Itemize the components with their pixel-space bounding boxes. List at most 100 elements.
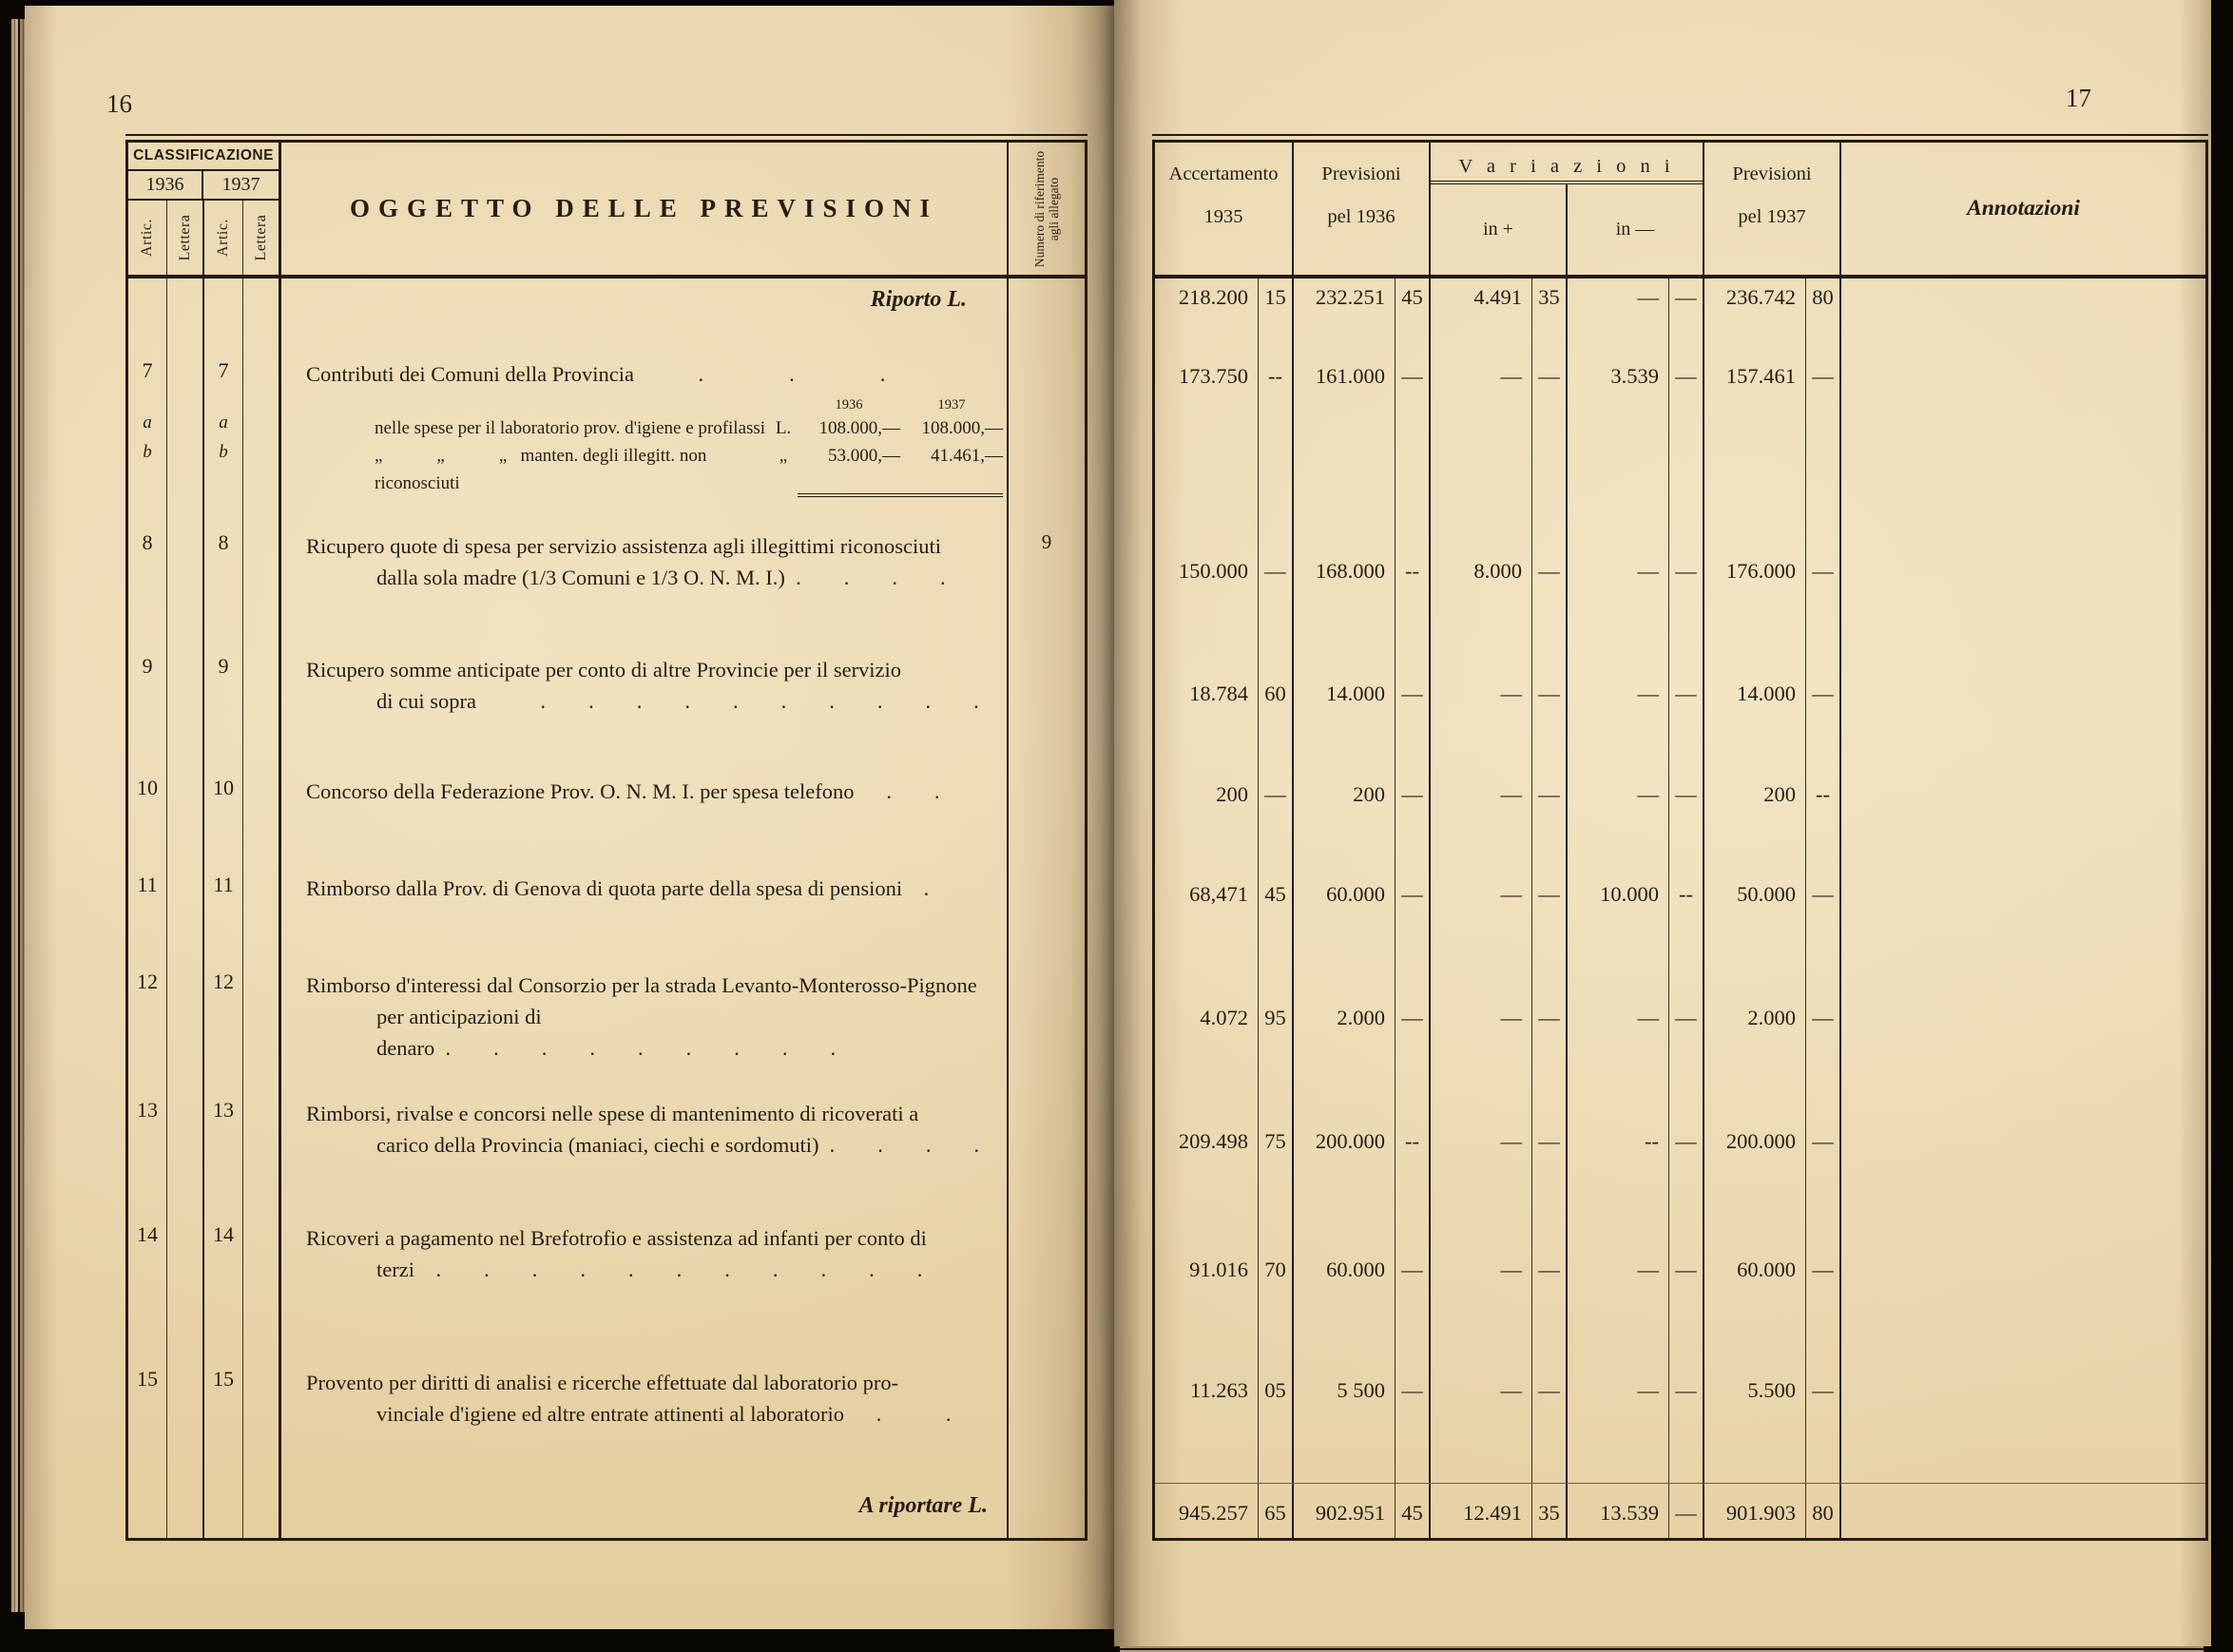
object-text-line2: carico della Provincia (maniaci, ciechi … <box>376 1133 980 1157</box>
numero-riferimento-cell <box>1007 1079 1085 1215</box>
value-previsioni-1936-cents: 45 <box>1395 279 1429 333</box>
ledger-row-left: 11 11 Rimborso dalla Prov. di Genova di … <box>128 854 1085 951</box>
value-variazioni-in-plus: — <box>1429 768 1531 854</box>
artic-1937-cell: 13 <box>202 1079 242 1215</box>
value-variazioni-in-plus: — <box>1429 646 1531 768</box>
artic-1936-cell <box>128 1483 166 1538</box>
value-variazioni-in-plus: 12.491 <box>1429 1484 1531 1538</box>
object-text-line2: terzi . . . . . . . . . . . <box>376 1258 923 1281</box>
value-variazioni-in-minus-cents: -- <box>1668 854 1703 951</box>
value-previsioni-1937-cents: — <box>1805 854 1839 951</box>
ledger-row-right: 218.200 15 232.251 45 4.491 35 — — 236.7… <box>1155 279 2205 333</box>
value-variazioni-in-minus-cents: — <box>1668 279 1703 333</box>
sub-detail-years: 1936 1937 <box>835 397 966 413</box>
value-accertamento-1935-cents: 45 <box>1258 854 1292 951</box>
numero-riferimento-cell <box>1007 646 1085 768</box>
value-previsioni-1937-cents: -- <box>1805 768 1839 854</box>
value-variazioni-in-minus: — <box>1566 518 1668 646</box>
value-previsioni-1936: 161.000 <box>1292 333 1395 518</box>
value-variazioni-in-minus: -- <box>1566 1079 1668 1215</box>
lettera-1936-cell <box>166 1079 202 1215</box>
numero-riferimento-cell <box>1007 279 1085 333</box>
value-variazioni-in-minus: 3.539 <box>1566 333 1668 518</box>
page-number-left: 16 <box>106 89 132 118</box>
value-variazioni-in-minus-cents: — <box>1668 951 1703 1079</box>
value-variazioni-in-minus: — <box>1566 1348 1668 1483</box>
value-accertamento-1935-cents: 65 <box>1258 1484 1292 1538</box>
object-text-line1: Rimborso dalla Prov. di Genova di quota … <box>306 876 930 900</box>
value-accertamento-1935-cents: 75 <box>1258 1079 1292 1215</box>
value-accertamento-1935-cents: 95 <box>1258 951 1292 1079</box>
value-variazioni-in-plus: 4.491 <box>1429 279 1531 333</box>
lettera-1936-cell <box>166 768 202 854</box>
value-accertamento-1935: 91.016 <box>1189 1258 1248 1281</box>
lettera-1937-cell <box>242 646 279 768</box>
ledger-row-left: A riportare L. <box>128 1483 1085 1538</box>
artic-1936-cell <box>128 279 166 333</box>
artic-1936-cell: 11 <box>137 873 158 896</box>
ledger-row-left: 12 12 Rimborso d'interessi dal Consorzio… <box>128 951 1085 1079</box>
value-variazioni-in-plus-cents: — <box>1531 646 1566 768</box>
classificazione-header: CLASSIFICAZIONE 1936 1937 Artic. Lettera… <box>128 143 279 275</box>
value-previsioni-1936: 168.000 <box>1292 518 1395 646</box>
value-previsioni-1937-cents: 80 <box>1805 1484 1839 1538</box>
page-right: 17 Accertamento 1935 Previsioni pel 1936… <box>1114 0 2211 1646</box>
classificazione-years: 1936 1937 <box>128 171 279 201</box>
ledger-row-right: 91.016 70 60.000 — — — — — 60.000 — <box>1155 1215 2205 1348</box>
value-variazioni-in-minus: 10.000 <box>1566 854 1668 951</box>
annotazioni-cell <box>1839 1484 2205 1538</box>
value-previsioni-1937: 14.000 <box>1703 646 1805 768</box>
value-accertamento-1935: 173.750 <box>1178 364 1248 388</box>
object-text-line1: Rimborso d'interessi dal Consorzio per l… <box>306 973 977 997</box>
object-cell: Provento per diritti di analisi e ricerc… <box>279 1348 1007 1483</box>
lettera-1937-cell <box>242 279 279 333</box>
object-cell: A riportare L. <box>279 1483 1007 1538</box>
numero-riferimento-cell <box>1007 1348 1085 1483</box>
object-text-line1: Ricupero somme anticipate per conto di a… <box>306 658 902 682</box>
artic-1937-cell <box>202 1483 242 1538</box>
object-text-line2: di cui sopra . . . . . . . . . . <box>376 689 979 713</box>
value-accertamento-1935: 68,471 <box>1189 882 1248 906</box>
value-previsioni-1936: 200.000 <box>1292 1079 1395 1215</box>
object-cell: Riporto L. <box>279 279 1007 333</box>
value-accertamento-1935: 150.000 <box>1178 559 1248 583</box>
classificazione-title: CLASSIFICAZIONE <box>128 143 279 171</box>
artic-1936-cell: 12 <box>137 970 158 993</box>
lettera-1937-cell <box>242 1079 279 1215</box>
value-variazioni-in-minus-cents: — <box>1668 518 1703 646</box>
table-header-left: CLASSIFICAZIONE 1936 1937 Artic. Lettera… <box>128 143 1085 279</box>
ledger-row-right: 209.498 75 200.000 -- — — -- — 200.000 — <box>1155 1079 2205 1215</box>
object-text-line1: Provento per diritti di analisi e ricerc… <box>306 1371 899 1394</box>
year-1937-label: 1937 <box>202 171 279 199</box>
value-accertamento-1935: 218.200 <box>1178 285 1248 309</box>
value-variazioni-in-plus-cents: — <box>1531 1348 1566 1483</box>
annotazioni-cell <box>1839 333 2205 518</box>
value-previsioni-1937-cents: — <box>1805 1079 1839 1215</box>
value-variazioni-in-plus: — <box>1429 854 1531 951</box>
value-variazioni-in-plus: — <box>1429 1215 1531 1348</box>
value-previsioni-1937: 236.742 <box>1703 279 1805 333</box>
annotazioni-cell <box>1839 1348 2205 1483</box>
value-previsioni-1937-cents: 80 <box>1805 279 1839 333</box>
value-variazioni-in-minus: — <box>1566 951 1668 1079</box>
value-accertamento-1935: 945.257 <box>1178 1501 1248 1525</box>
page-number-right: 17 <box>2066 84 2091 112</box>
artic-1937-cell: 14 <box>202 1215 242 1348</box>
value-previsioni-1937: 5.500 <box>1703 1348 1805 1483</box>
value-accertamento-1935-cents: 70 <box>1258 1215 1292 1348</box>
object-sub-detail: 1936 1937 nelle spese per il laboratorio … <box>375 397 1003 497</box>
value-previsioni-1937-cents: — <box>1805 951 1839 1079</box>
object-text-line1: Ricoveri a pagamento nel Brefotrofio e a… <box>306 1226 927 1250</box>
annotazioni-cell <box>1839 1215 2205 1348</box>
col-lettera-1936: Lettera <box>166 201 202 275</box>
lettera-1936-cell <box>166 854 202 951</box>
ledger-row-left: 10 10 Concorso della Federazione Prov. O… <box>128 768 1085 854</box>
numero-riferimento-cell <box>1007 333 1085 518</box>
numero-riferimento-cell <box>1007 768 1085 854</box>
value-previsioni-1937-cents: — <box>1805 1215 1839 1348</box>
lettera-1937-cell <box>242 854 279 951</box>
lettera-1937-cell <box>242 768 279 854</box>
lettera-1936-cell <box>166 1348 202 1483</box>
numero-riferimento-cell <box>1007 1483 1085 1538</box>
